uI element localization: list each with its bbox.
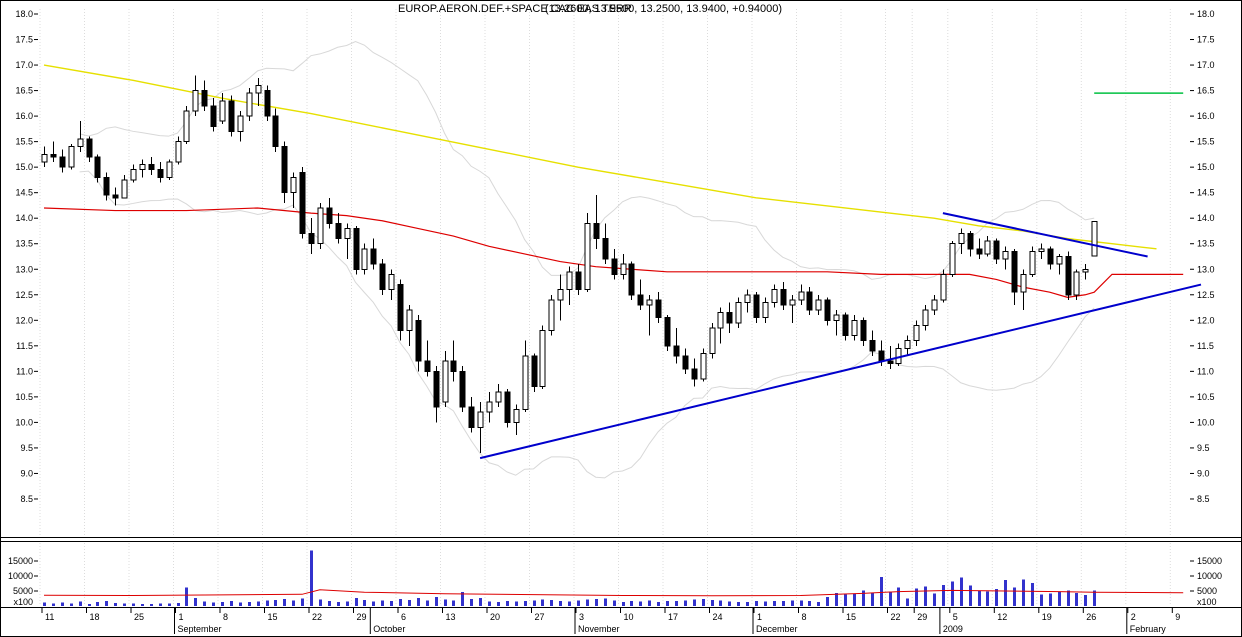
svg-text:3: 3 [579,612,584,622]
svg-text:10000: 10000 [8,571,33,581]
svg-text:1: 1 [757,612,762,622]
svg-text:25: 25 [134,612,144,622]
price-axis-labels: 18.0 18.0 17.5 17.5 17.0 17.0 16.5 16.5 16.0 16.0… [15,9,1214,504]
svg-text:11.0: 11.0 [1197,366,1214,376]
svg-text:17: 17 [668,612,678,622]
svg-text:12.0: 12.0 [1197,315,1215,325]
svg-text:16.0: 16.0 [15,111,33,121]
svg-text:10.5: 10.5 [1197,392,1215,402]
svg-text:19: 19 [1042,612,1052,622]
volume-bars-layer [43,550,1096,606]
svg-text:22: 22 [891,612,901,622]
bollinger-lower-line [79,170,1095,479]
svg-text:11.0: 11.0 [16,366,33,376]
svg-text:15.0: 15.0 [1197,162,1215,172]
svg-text:14.5: 14.5 [1197,188,1215,198]
svg-text:10.0: 10.0 [1197,417,1215,427]
candles-layer [41,75,1098,454]
grid-layer [39,9,1171,605]
svg-text:November: November [578,624,620,634]
svg-text:October: October [373,624,405,634]
svg-text:2: 2 [1131,612,1136,622]
svg-text:16.5: 16.5 [15,86,33,96]
svg-text:22: 22 [312,612,322,622]
svg-text:16.0: 16.0 [1197,111,1215,121]
svg-text:5000: 5000 [1197,586,1217,596]
svg-text:10.0: 10.0 [15,417,33,427]
svg-text:15000: 15000 [8,556,33,566]
svg-text:9: 9 [1175,612,1180,622]
svg-text:10: 10 [624,612,634,622]
svg-text:6: 6 [401,612,406,622]
svg-text:12.5: 12.5 [1197,290,1215,300]
chart-title-security: EUROP.AERON.DEF.+SPACE CAC EAS TERR [398,3,632,15]
svg-text:x100: x100 [13,597,33,607]
svg-text:11: 11 [45,612,54,622]
trendline-ascending-support [479,283,1202,460]
svg-text:18.0: 18.0 [1197,9,1215,19]
svg-text:15: 15 [846,612,856,622]
svg-text:14.0: 14.0 [1197,213,1215,223]
svg-text:29: 29 [357,612,367,622]
svg-text:9.0: 9.0 [20,468,33,478]
svg-text:11.5: 11.5 [16,341,33,351]
svg-text:17.5: 17.5 [1197,35,1215,45]
svg-text:1: 1 [179,612,184,622]
svg-text:13.5: 13.5 [15,239,33,249]
svg-text:12: 12 [997,612,1007,622]
svg-text:15.5: 15.5 [1197,137,1215,147]
svg-text:5: 5 [953,612,958,622]
svg-text:9.0: 9.0 [1197,468,1210,478]
svg-text:12.0: 12.0 [15,315,33,325]
svg-text:17.5: 17.5 [15,35,33,45]
svg-text:14.5: 14.5 [15,188,33,198]
svg-text:20: 20 [490,612,500,622]
svg-text:27: 27 [535,612,545,622]
svg-text:February: February [1130,624,1167,634]
svg-text:26: 26 [1086,612,1096,622]
svg-text:September: September [178,624,222,634]
svg-text:18.0: 18.0 [15,9,33,19]
svg-text:12.5: 12.5 [15,290,33,300]
x-axis-labels: 11 18 25 1 8 15 22 29 6 13 20 27 3 10 17 24 1 8 15 22 29 5 12 1… [41,608,1180,634]
svg-text:29: 29 [917,612,927,622]
svg-text:15000: 15000 [1197,556,1222,566]
svg-text:15.5: 15.5 [15,137,33,147]
svg-text:13.5: 13.5 [1197,239,1215,249]
svg-text:17.0: 17.0 [1197,60,1215,70]
svg-text:10000: 10000 [1197,571,1222,581]
svg-text:8: 8 [223,612,228,622]
svg-text:9.5: 9.5 [1197,443,1210,453]
volume-ma-line [43,589,1184,597]
svg-text:15: 15 [268,612,278,622]
medium-ma-red-line [43,207,1184,298]
svg-text:13.0: 13.0 [1197,264,1215,274]
svg-text:8.5: 8.5 [1197,494,1210,504]
svg-text:8.5: 8.5 [20,494,33,504]
svg-text:16.5: 16.5 [1197,86,1215,96]
chart-title-ohlc: (13.2600, 13.9500, 13.2500, 13.9400, +0.… [545,3,783,15]
svg-text:5000: 5000 [13,586,33,596]
svg-text:9.5: 9.5 [20,443,33,453]
svg-text:13.0: 13.0 [15,264,33,274]
svg-text:14.0: 14.0 [15,213,33,223]
svg-text:18: 18 [90,612,100,622]
svg-text:December: December [756,624,798,634]
svg-text:11.5: 11.5 [1197,341,1214,351]
svg-text:x100: x100 [1197,597,1217,607]
trendline-descending-resistance [942,212,1148,258]
svg-text:15.0: 15.0 [15,162,33,172]
svg-text:24: 24 [713,612,723,622]
svg-text:10.5: 10.5 [15,392,33,402]
svg-text:13: 13 [446,612,456,622]
svg-text:8: 8 [802,612,807,622]
svg-text:17.0: 17.0 [15,60,33,70]
svg-text:2009: 2009 [943,624,963,634]
